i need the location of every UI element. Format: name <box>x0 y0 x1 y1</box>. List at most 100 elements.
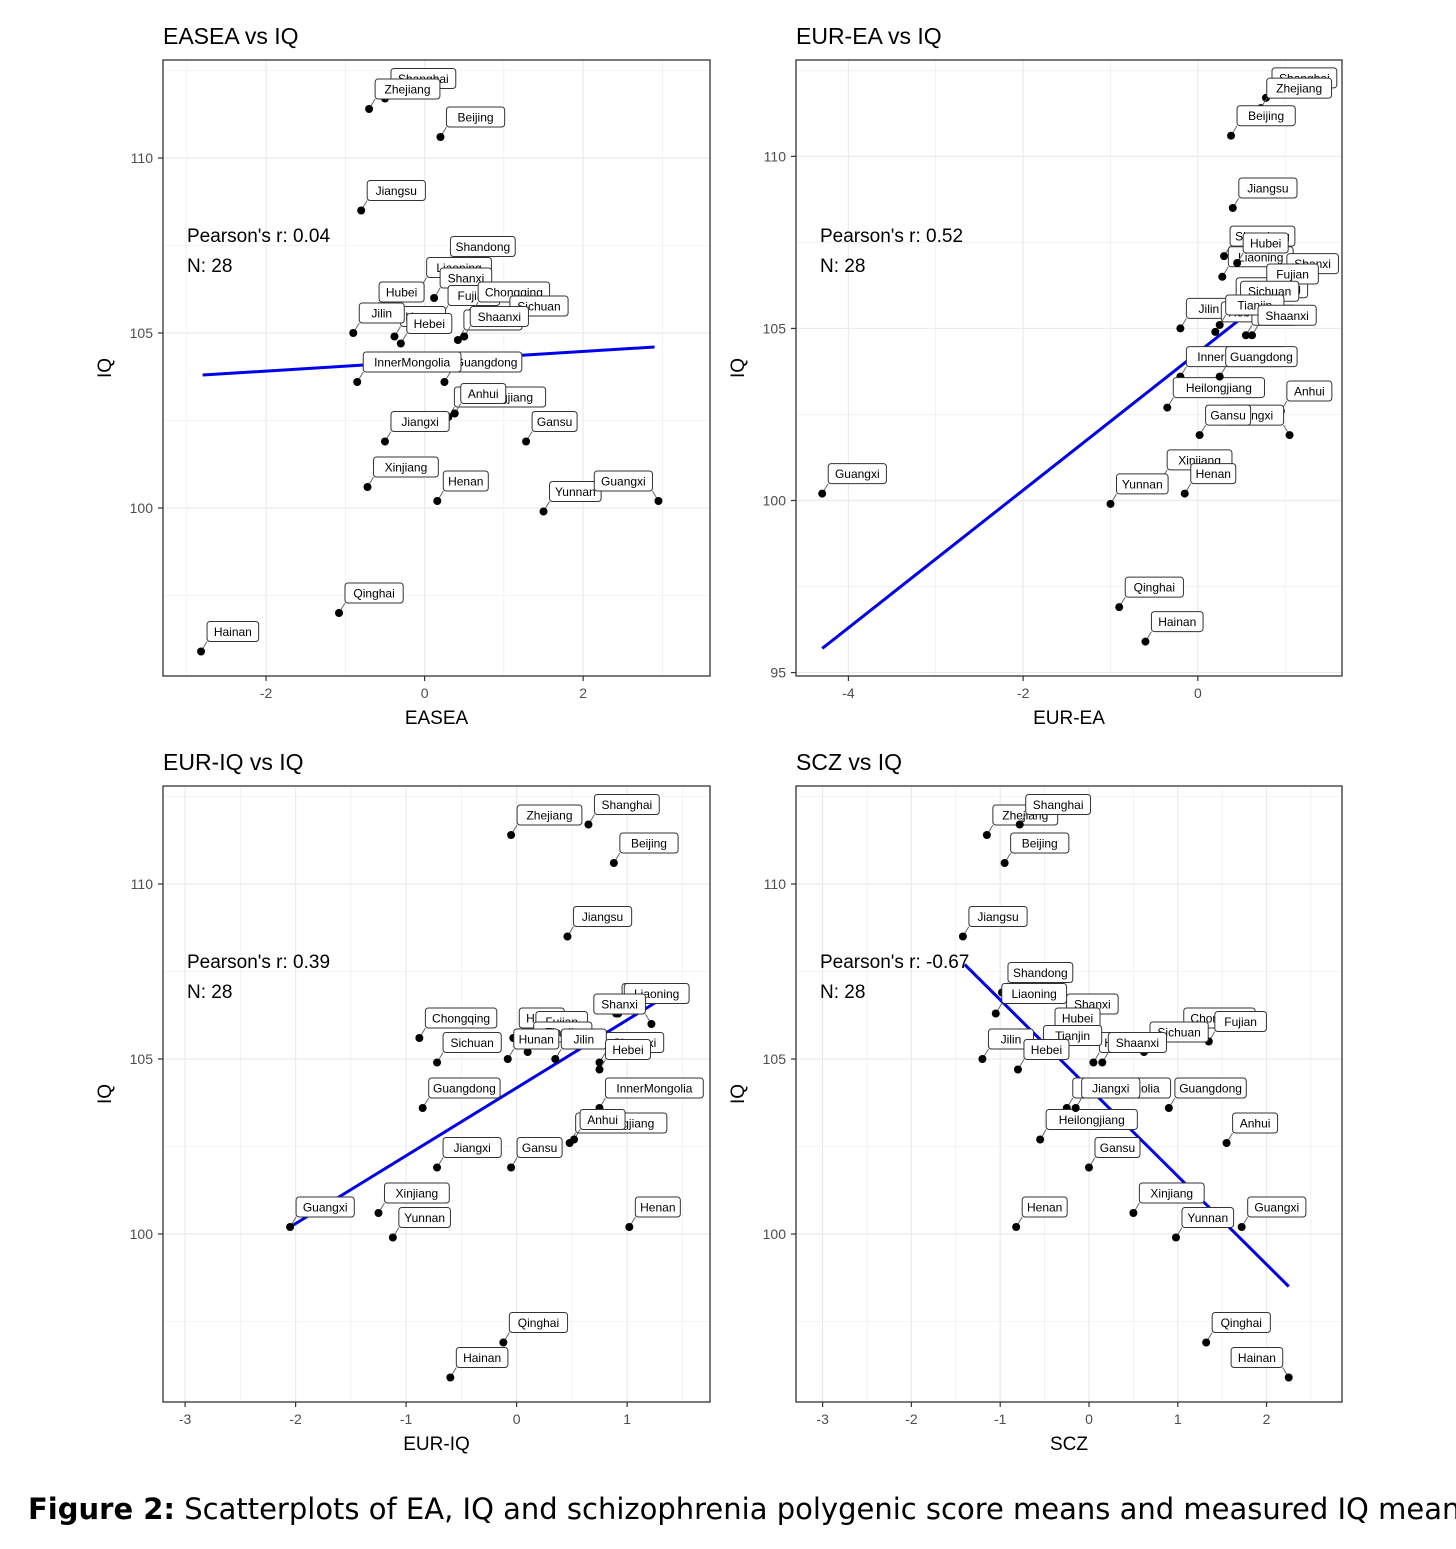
point-label-text: Jilin <box>371 307 392 321</box>
point-label: Sichuan <box>436 1032 502 1063</box>
point-label-text: Liaoning <box>1238 250 1283 264</box>
point-label-text: Beijing <box>1248 109 1284 123</box>
point-label-text: Xinjiang <box>385 461 428 475</box>
point-label: Hebei <box>400 313 453 344</box>
panel-title: SCZ vs IQ <box>796 749 902 775</box>
point-label: Yunnan <box>392 1207 451 1238</box>
label-box <box>1232 1112 1279 1134</box>
point-label-text: Qinghai <box>1221 1316 1262 1330</box>
point-label: Hainan <box>200 621 260 652</box>
data-point <box>1015 820 1024 829</box>
sample-size-annotation: N: 28 <box>820 982 865 1003</box>
data-point <box>982 831 991 839</box>
data-point <box>1098 1058 1107 1067</box>
scatter-panel: ShanghaiZhejiangBeijingJiangsuShandongLi… <box>95 23 711 729</box>
point-label-text: Jiangsu <box>582 910 623 924</box>
y-tick-label: 100 <box>130 500 154 516</box>
label-box <box>1174 1077 1247 1099</box>
point-label: Jiangxi <box>1075 1077 1141 1109</box>
label-box <box>1107 1032 1167 1053</box>
label-box <box>1150 611 1204 633</box>
x-tick-label: -2 <box>260 685 273 701</box>
data-point <box>991 1009 1000 1018</box>
x-tick-label: -2 <box>289 1411 302 1427</box>
label-box <box>593 794 660 815</box>
point-label: Hubei <box>1236 232 1289 264</box>
data-point <box>450 409 459 418</box>
scatter-panel: ZhejiangShanghaiBeijingJiangsuShandongSh… <box>728 749 1343 1455</box>
point-label-text: Shanghai <box>601 798 652 812</box>
label-box <box>516 804 583 826</box>
panel-title: EUR-IQ vs IQ <box>163 749 304 775</box>
label-box <box>362 351 462 373</box>
data-point <box>433 497 442 505</box>
data-point <box>978 1055 987 1063</box>
label-box <box>516 1137 563 1158</box>
panel-border <box>162 59 711 677</box>
label-box <box>442 470 489 492</box>
label-box <box>560 1028 607 1050</box>
point-label: Jilin <box>352 302 405 334</box>
data-point <box>595 1065 604 1074</box>
scatter-panel: ShanghaiZhejiangBeijingJiangsuShandongLi… <box>728 23 1343 729</box>
x-tick-label: 0 <box>1194 685 1202 701</box>
label-box <box>390 411 450 432</box>
label-box <box>344 582 404 604</box>
label-box <box>968 906 1028 927</box>
y-tick-label: 105 <box>763 320 787 336</box>
data-point <box>433 1163 442 1172</box>
y-tick-label: 110 <box>131 150 154 166</box>
point-label: Shaanxi <box>463 306 529 337</box>
point-label-text: Jilin <box>1199 302 1220 316</box>
data-point <box>1013 1065 1022 1074</box>
label-box <box>1238 177 1298 199</box>
data-point <box>415 1034 424 1042</box>
point-label: Beijing <box>1230 105 1296 136</box>
caption-text: Scatterplots of EA, IQ and schizophrenia… <box>184 1492 1456 1526</box>
label-box <box>1211 1312 1271 1333</box>
point-label-text: Guangdong <box>1179 1082 1242 1096</box>
label-box <box>1045 1109 1138 1130</box>
data-point <box>1248 331 1257 340</box>
point-label: Guangxi <box>593 470 659 502</box>
label-box <box>1124 576 1184 598</box>
data-point <box>1164 1104 1173 1112</box>
data-point <box>1241 331 1250 340</box>
point-label-text: Anhui <box>1240 1117 1271 1131</box>
x-tick-label: 0 <box>1085 1411 1093 1427</box>
label-box <box>508 1312 569 1333</box>
point-label: Shanghai <box>588 794 660 825</box>
point-label: Jiangxi <box>436 1137 502 1168</box>
data-point <box>334 609 343 617</box>
label-box <box>1094 1137 1141 1158</box>
point-label-text: Hunan <box>519 1033 554 1047</box>
point-label: Jiangsu <box>1232 177 1298 209</box>
label-box <box>579 1109 626 1130</box>
point-label: Fujian <box>1260 263 1319 295</box>
point-label-text: Zhejiang <box>385 83 431 97</box>
label-box <box>383 1182 450 1204</box>
point-label-text: Guangxi <box>601 475 646 489</box>
label-box <box>1025 794 1092 815</box>
point-label: Zhejiang <box>1260 77 1333 109</box>
point-label-text: Qinghai <box>1134 581 1175 595</box>
x-axis-label: EUR-IQ <box>403 1434 470 1455</box>
x-tick-label: -3 <box>179 1411 192 1427</box>
point-label-text: Sichuan <box>450 1036 493 1050</box>
sample-size-annotation: N: 28 <box>187 256 232 277</box>
data-point <box>609 859 618 867</box>
label-box <box>1190 463 1237 485</box>
point-label: Hainan <box>449 1347 509 1378</box>
point-label: Shanxi <box>593 993 652 1025</box>
y-tick-label: 100 <box>763 492 787 508</box>
label-box <box>604 1039 651 1060</box>
label-box <box>1023 1039 1070 1060</box>
x-axis-label: EASEA <box>405 708 469 729</box>
sample-size-annotation: N: 28 <box>820 256 865 277</box>
point-label: Jiangsu <box>360 180 426 211</box>
point-label: Henan <box>628 1196 681 1228</box>
data-point <box>818 489 827 498</box>
data-point <box>507 1163 516 1172</box>
caption-label: Figure 2: <box>28 1492 175 1526</box>
data-point <box>453 336 462 344</box>
